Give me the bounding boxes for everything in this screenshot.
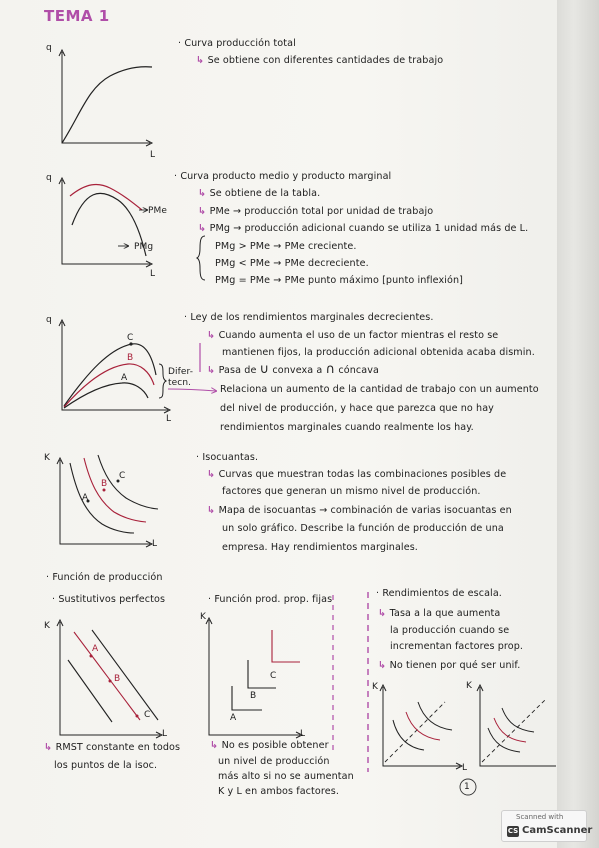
section-heading: · Isocuantas. [196,452,259,463]
list-item: ↳ Pasa de ∪ convexa a ∩ cóncava [207,362,379,377]
list-item-cont: empresa. Hay rendimientos marginales. [222,542,418,553]
section-heading: · Función de producción [46,572,163,583]
list-item-cont: factores que generan un mismo nivel de p… [222,486,481,497]
axis-y-label: K [372,682,379,692]
list-item-cont: un solo gráfico. Describe la función de … [222,523,504,534]
rule-line: PMg > PMe → PMe creciente. [215,241,357,252]
axis-x-label: L [150,150,156,160]
graph-returns-to-scale [379,683,556,796]
list-item-cont: la producción cuando se [390,625,510,636]
point-label-c: C [144,710,151,720]
axis-x-label: L [462,763,468,773]
scanner-caption: Scanned with [516,813,564,821]
note-line: más alto si no se aumentan [218,771,354,782]
axis-x-label: L [152,539,158,549]
axis-y-label: K [200,612,207,622]
scanner-watermark: Scanned with CS CamScanner [501,810,592,842]
page-edge-shadow [557,0,599,848]
list-item: ↳ No tienen por qué ser unif. [378,660,521,671]
axis-x-label: L [162,729,168,739]
rule-line: PMg < PMe → PMe decreciente. [215,258,369,269]
list-item: ↳ Curvas que muestran todas las combinac… [207,469,507,480]
graph-total-production [58,48,154,147]
section-heading: · Curva producto medio y producto margin… [174,171,392,182]
list-item: ↳ Se obtiene de la tabla. [198,188,321,199]
point-label-b: B [250,691,257,701]
axis-y-label: q [46,173,52,183]
page-number: 1 [464,782,470,792]
list-item-cont: incrementan factores prop. [390,641,524,652]
section-heading: · Curva producción total [178,38,296,49]
section-heading: · Ley de los rendimientos marginales dec… [184,312,434,323]
list-item: ↳ Se obtiene con diferentes cantidades d… [196,55,444,66]
point-label-a: A [230,713,237,723]
curve-label-a: A [121,373,128,383]
list-item: ↳ Cuando aumenta el uso de un factor mie… [207,330,499,341]
curve-label-c: C [127,333,134,343]
axis-y-label: K [44,621,51,631]
isoquant-label-b: B [101,479,108,489]
subsection-heading: · Sustitutivos perfectos [52,594,166,605]
scanner-brand: CamScanner [522,825,593,836]
rule-line: PMg = PMe → PMe punto máximo [punto infl… [215,275,464,286]
note-line: ↳ RMST constante en todos [44,742,181,753]
list-item: ↳ PMe → producción total por unidad de t… [198,206,434,217]
camscanner-logo-icon: CS [507,826,519,837]
axis-y-label: K [466,681,473,691]
curve-label-pmg: PMg [134,242,154,252]
note-line: del nivel de producción, y hace que pare… [220,403,494,414]
point-label-a: A [92,644,99,654]
brace-label: tecn. [168,378,192,388]
note-line: Relaciona un aumento de la cantidad de t… [220,384,539,395]
subsection-heading: · Función prod. prop. fijas [208,594,333,605]
graph-pme-pmg [58,176,206,281]
point-label-b: B [114,674,121,684]
graph-fixed-proportions [205,592,369,772]
axis-x-label: L [166,414,172,424]
axis-y-label: q [46,43,52,53]
isoquant-label-a: A [82,493,89,503]
note-line: ↳ No es posible obtener [210,740,329,751]
note-line: rendimientos marginales cuando realmente… [220,422,474,433]
note-line: los puntos de la isoc. [54,760,158,771]
axis-x-label: L [300,729,306,739]
list-item-cont: mantienen fijos, la producción adicional… [222,347,535,358]
list-item: ↳ Mapa de isocuantas → combinación de va… [207,505,512,516]
axis-y-label: q [46,315,52,325]
list-item: ↳ PMg → producción adicional cuando se u… [198,223,529,234]
axis-x-label: L [150,269,156,279]
page-title: TEMA 1 [44,7,110,25]
note-line: un nivel de producción [218,756,330,767]
curve-label-b: B [127,353,134,363]
point-label-c: C [270,671,277,681]
graph-perfect-substitutes [56,618,164,739]
curve-label-pme: PMe [148,206,168,216]
axis-y-label: K [44,453,51,463]
graph-isoquants [56,454,159,548]
list-item: ↳ Tasa a la que aumenta [378,608,501,619]
isoquant-label-c: C [119,471,126,481]
graph-diminishing-returns [58,318,216,414]
subsection-heading: · Rendimientos de escala. [376,588,502,599]
note-line: K y L en ambos factores. [218,786,339,797]
brace-label: Difer- [168,367,194,377]
